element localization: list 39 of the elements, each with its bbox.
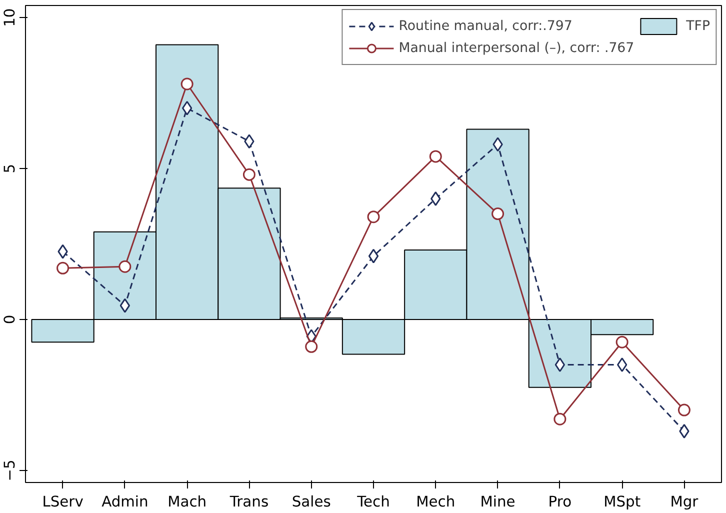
point [367,210,380,224]
point [616,336,628,348]
x-tick-label: Admin [102,494,148,510]
y-tick-label: 10 [2,8,18,27]
point [305,340,318,353]
legend-label: TFP [686,18,710,34]
point [58,244,68,259]
y-tick-label: 5 [2,164,18,174]
x-tick-label: Pro [548,494,572,510]
point [554,412,566,426]
point [429,150,442,163]
point [180,78,194,90]
x-tick-label: Sales [292,494,331,510]
point [118,260,132,273]
point [368,248,379,264]
point [120,298,130,313]
x-tick-label: Mgr [670,494,700,510]
y-tick-label: −5 [2,460,18,482]
point [616,358,628,372]
point [242,168,256,181]
point [430,191,441,206]
x-tick-label: Tech [356,494,390,510]
x-tick-label: Mach [168,494,207,510]
x-tick-label: Mech [416,494,456,510]
point [56,262,70,274]
point [679,424,690,438]
legend-label: Routine manual, corr:.797 [398,18,572,34]
x-tick-label: MSpt [604,494,641,510]
point [244,134,254,149]
y-tick-label: 0 [2,314,18,324]
legend-label: Manual interpersonal (–), corr: .767 [398,40,634,56]
point [182,100,192,116]
x-tick-label: LServ [42,494,84,510]
point [554,358,566,372]
point [492,137,503,152]
point [492,208,504,220]
point [678,404,690,416]
x-tick-label: Trans [228,494,269,510]
x-tick-label: Mine [480,494,516,510]
